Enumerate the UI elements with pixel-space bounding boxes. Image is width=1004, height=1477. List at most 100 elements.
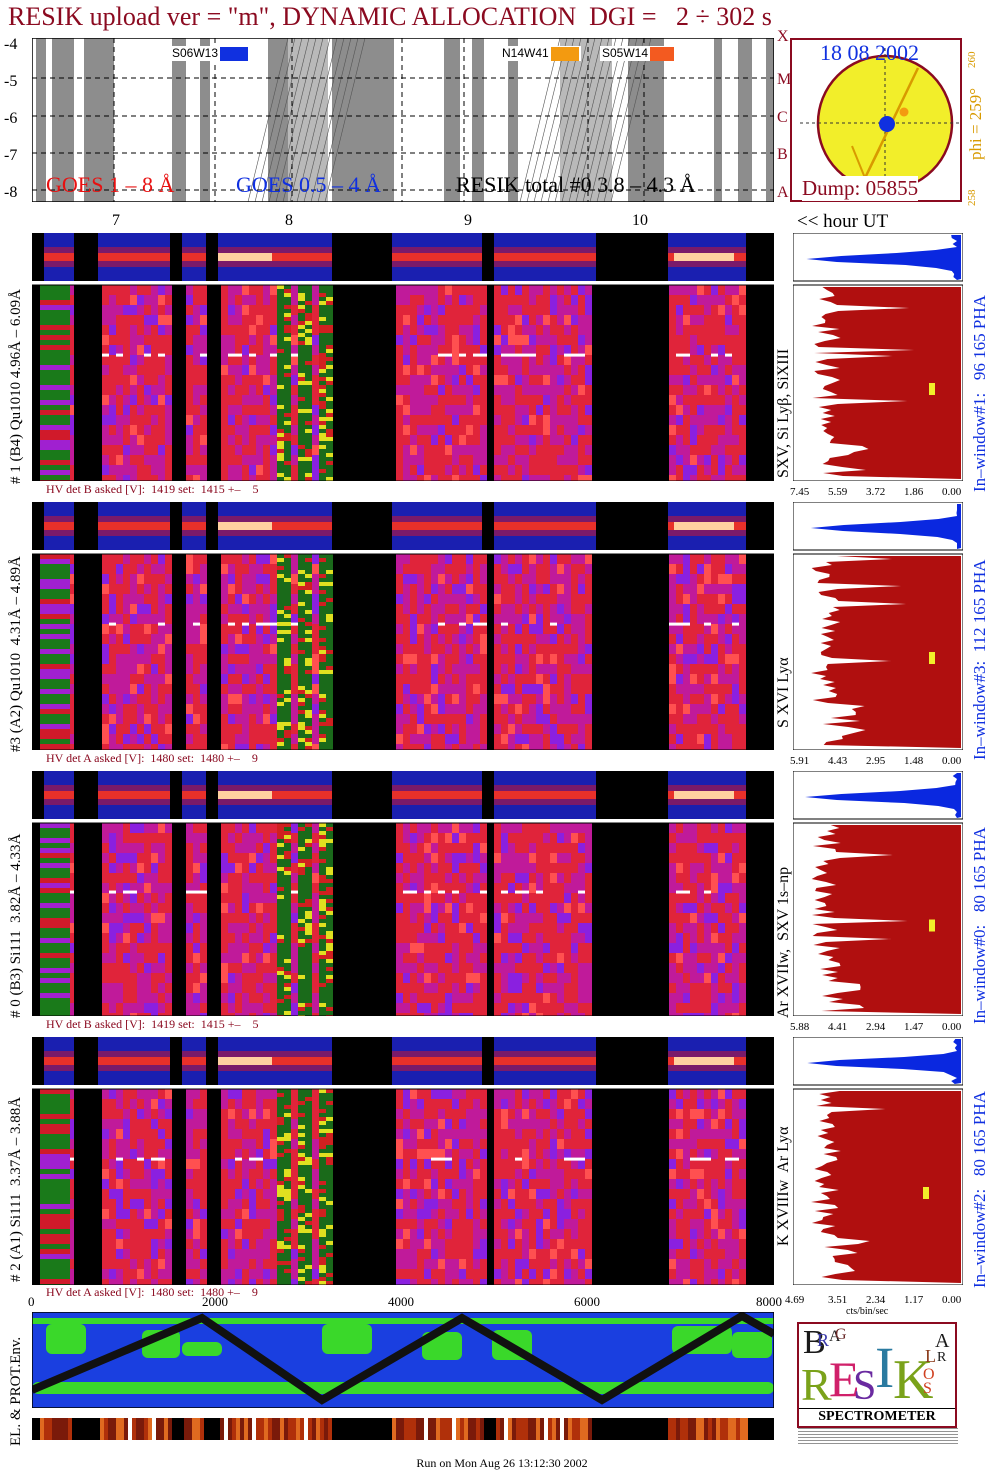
- y-tick: -6: [4, 110, 18, 127]
- eclipse-band: [200, 38, 210, 202]
- eclipse-band: [508, 38, 518, 202]
- temperature-strip: [32, 1418, 774, 1440]
- hist-tick: 0.00: [942, 755, 962, 767]
- panel-2-window: In–window#2: 80 165 PHA: [970, 1091, 989, 1288]
- x-tick: 0: [28, 1294, 35, 1309]
- pha-histogram: [810, 504, 961, 549]
- pha-histogram: [805, 773, 961, 818]
- class-letter: B: [777, 146, 788, 163]
- counts-histogram: [811, 556, 961, 748]
- class-letter: M: [777, 71, 792, 88]
- x-tick: 8000: [756, 1294, 782, 1309]
- sun-dump: Dump: 05855: [802, 176, 919, 201]
- hist-tick: 0.00: [942, 1021, 962, 1033]
- hour-tick: 10: [632, 212, 648, 229]
- spectrogram-panel-0: [32, 771, 774, 1016]
- counts-histogram: [811, 825, 961, 1014]
- legend-goes-long: GOES 1 – 8 Å: [46, 172, 175, 197]
- hv-line-2: HV det A asked [V]: 1480 set: 1480 +– 9: [46, 1285, 258, 1299]
- sun-disk: [790, 38, 962, 202]
- phi-bottom: 258: [966, 189, 978, 207]
- hist-tick: 1.47: [904, 1021, 924, 1033]
- logo-letter: S: [853, 1363, 877, 1409]
- env-label: EL. & PROT.Env.: [8, 1336, 24, 1446]
- hist-tick: 0.00: [942, 1294, 962, 1306]
- hist-tick: 1.86: [904, 486, 924, 498]
- hv-line-3: HV det A asked [V]: 1480 set: 1480 +– 9: [46, 751, 258, 765]
- radiation-zone: [322, 1324, 372, 1354]
- hist-tick: 1.17: [904, 1294, 924, 1306]
- y-tick: -4: [4, 36, 18, 53]
- logo-letter: A: [829, 1328, 841, 1345]
- flare-tag: S05W14: [600, 46, 677, 61]
- eclipse-band: [444, 38, 460, 202]
- x-tick: 6000: [574, 1294, 600, 1309]
- histogram-panel-3: [793, 502, 963, 750]
- y-tick: -5: [4, 73, 18, 90]
- y-tick: -8: [4, 184, 18, 201]
- hist-xlabel: cts/bin/sec: [846, 1306, 889, 1317]
- logo-fineprint: [798, 1428, 958, 1446]
- hist-tick: 2.95: [866, 755, 886, 767]
- eclipse-band: [714, 38, 722, 202]
- pha-histogram: [806, 235, 961, 280]
- hist-tick: 5.91: [790, 755, 810, 767]
- logo-letter: K: [893, 1349, 934, 1411]
- radiation-zone: [32, 1382, 774, 1394]
- hour-tick: 9: [464, 212, 472, 229]
- eclipse-band: [172, 38, 186, 202]
- flare-tag: N14W41: [500, 46, 581, 61]
- logo-letter: O: [923, 1366, 935, 1383]
- hv-line-1: HV det B asked [V]: 1419 set: 1415 +– 5: [46, 482, 259, 496]
- panel-3-lines: S XVI Lyα: [775, 657, 792, 728]
- eclipse-band: [766, 38, 774, 202]
- logo-letter: R: [801, 1359, 832, 1410]
- radiation-zone: [46, 1324, 86, 1354]
- histogram-panel-0: [793, 771, 963, 1016]
- sun-date: 18 08 2002: [820, 40, 919, 65]
- eclipse-band: [738, 38, 752, 202]
- logo-letter: G: [835, 1326, 847, 1343]
- hour-tick: 8: [285, 212, 293, 229]
- hist-tick: 1.48: [904, 755, 924, 767]
- radiation-zone: [732, 1332, 772, 1358]
- phi-label: phi = 259°: [966, 87, 985, 160]
- hist-tick: 3.51: [828, 1294, 848, 1306]
- x-tick: 2000: [202, 1294, 228, 1309]
- flare-tag: S06W13: [170, 46, 251, 61]
- panel-0-label: # 0 (B3) Si111 3.82Å – 4.33Å: [8, 833, 24, 1018]
- pha-histogram: [807, 1039, 961, 1084]
- logo-letter: A: [935, 1330, 950, 1352]
- logo-letter: R: [817, 1330, 830, 1350]
- logo-letter: L: [925, 1346, 936, 1366]
- panel-3-label: #3 (A2) Qu1010 4.31Å – 4.89Å: [8, 556, 24, 752]
- hist-tick: 4.69: [785, 1294, 805, 1306]
- eclipse-band: [628, 38, 664, 202]
- y-tick: -7: [4, 147, 18, 164]
- window-marker: [929, 919, 935, 932]
- page-title: RESIK upload ver = "m", DYNAMIC ALLOCATI…: [8, 2, 772, 31]
- hist-tick: 0.00: [942, 486, 962, 498]
- window-marker: [923, 1187, 929, 1199]
- logo-letter: S: [923, 1380, 932, 1397]
- env-panel: [32, 1312, 774, 1408]
- radiation-zone: [182, 1342, 222, 1356]
- hv-line-0: HV det B asked [V]: 1419 set: 1415 +– 5: [46, 1017, 259, 1031]
- class-letter: X: [777, 28, 789, 45]
- logo-letter: B: [803, 1324, 826, 1361]
- panel-2-lines: K XVIIIw Ar Lyα: [775, 1126, 792, 1246]
- logo-caption: SPECTROMETER: [799, 1408, 955, 1425]
- logo-letter: E: [829, 1351, 860, 1407]
- hist-tick: 5.59: [828, 486, 848, 498]
- panel-1-window: In–window#1: 96 165 PHA: [970, 295, 989, 492]
- panel-0-window: In–window#0: 80 165 PHA: [970, 827, 989, 1024]
- hour-caption: << hour UT: [797, 211, 889, 232]
- panel-0-lines: Ar XVIIw, SXV 1s–np: [775, 866, 792, 1018]
- eclipse-band: [52, 38, 74, 202]
- hist-tick: 2.34: [866, 1294, 886, 1306]
- hist-tick: 7.45: [790, 486, 810, 498]
- hist-tick: 3.72: [866, 486, 886, 498]
- window-marker: [929, 652, 935, 664]
- counts-histogram: [811, 1091, 961, 1283]
- class-letter: A: [777, 184, 789, 201]
